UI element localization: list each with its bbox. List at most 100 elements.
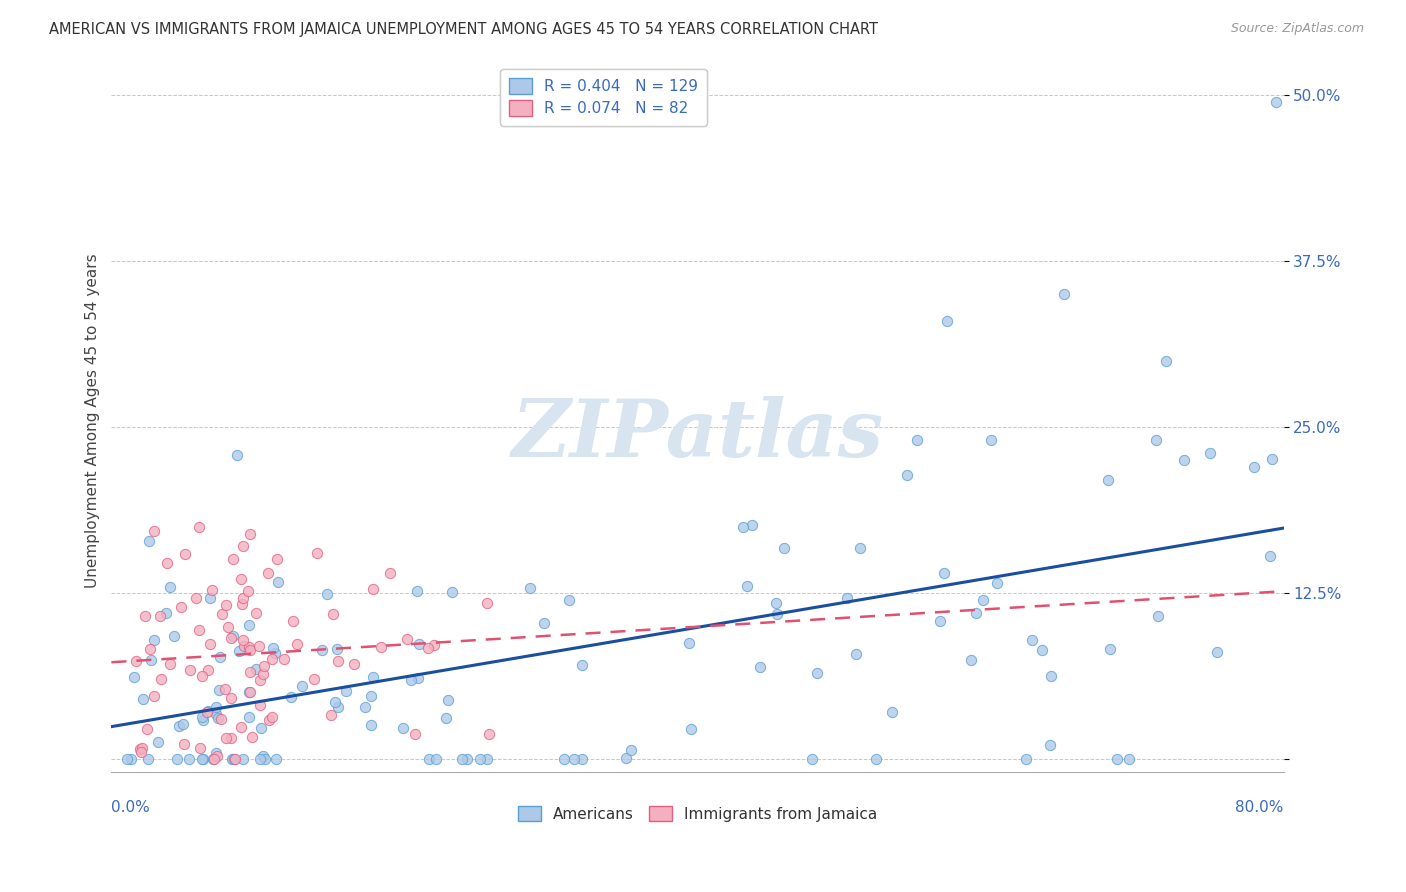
- Point: [766, 607, 789, 621]
- Point: [232, 752, 254, 766]
- Point: [434, 711, 457, 725]
- Point: [188, 741, 211, 756]
- Point: [477, 596, 499, 610]
- Point: [326, 641, 349, 656]
- Point: [143, 524, 166, 538]
- Point: [179, 752, 201, 766]
- Point: [186, 591, 208, 605]
- Point: [197, 704, 219, 718]
- Point: [219, 731, 242, 745]
- Point: [211, 607, 233, 621]
- Point: [232, 540, 254, 554]
- Point: [224, 752, 246, 766]
- Point: [1258, 549, 1281, 563]
- Point: [138, 641, 160, 656]
- Point: [163, 629, 186, 643]
- Point: [361, 582, 384, 596]
- Point: [125, 654, 148, 668]
- Point: [134, 608, 156, 623]
- Point: [406, 671, 429, 685]
- Point: [143, 689, 166, 703]
- Point: [262, 640, 284, 655]
- Point: [124, 670, 146, 684]
- Point: [198, 637, 221, 651]
- Point: [252, 667, 274, 681]
- Point: [273, 652, 295, 666]
- Point: [456, 752, 478, 766]
- Point: [233, 639, 256, 653]
- Point: [205, 749, 228, 764]
- Point: [239, 643, 262, 657]
- Point: [149, 608, 172, 623]
- Point: [239, 665, 262, 679]
- Point: [208, 683, 231, 698]
- Point: [149, 672, 172, 686]
- Point: [179, 664, 201, 678]
- Point: [965, 606, 987, 620]
- Point: [267, 575, 290, 590]
- Point: [135, 723, 157, 737]
- Point: [849, 541, 872, 555]
- Point: [1031, 642, 1053, 657]
- Point: [475, 752, 498, 766]
- Point: [231, 720, 253, 734]
- Point: [257, 566, 280, 581]
- Point: [128, 742, 150, 756]
- Point: [281, 614, 304, 628]
- Point: [142, 633, 165, 648]
- Point: [1097, 473, 1119, 487]
- Point: [257, 713, 280, 727]
- Point: [200, 591, 222, 606]
- Point: [450, 752, 472, 766]
- Point: [138, 534, 160, 549]
- Point: [360, 689, 382, 703]
- Point: [1039, 738, 1062, 752]
- Point: [204, 746, 226, 760]
- Point: [741, 518, 763, 533]
- Point: [960, 653, 983, 667]
- Point: [1015, 752, 1038, 766]
- Point: [131, 741, 153, 756]
- Point: [202, 752, 225, 766]
- Point: [166, 752, 188, 766]
- Point: [1144, 433, 1167, 447]
- Point: [972, 593, 994, 607]
- Point: [232, 633, 254, 648]
- Point: [806, 666, 828, 681]
- Point: [678, 636, 700, 650]
- Point: [209, 712, 232, 726]
- Point: [224, 752, 246, 766]
- Point: [335, 683, 357, 698]
- Point: [1173, 453, 1195, 467]
- Point: [1206, 645, 1229, 659]
- Point: [231, 572, 253, 586]
- Point: [765, 596, 787, 610]
- Point: [533, 615, 555, 630]
- Point: [291, 679, 314, 693]
- Text: Source: ZipAtlas.com: Source: ZipAtlas.com: [1230, 22, 1364, 36]
- Point: [141, 652, 163, 666]
- Point: [245, 607, 267, 621]
- Point: [1105, 752, 1128, 766]
- Point: [423, 638, 446, 652]
- Point: [408, 637, 430, 651]
- Point: [260, 652, 283, 666]
- Point: [249, 673, 271, 687]
- Point: [845, 647, 868, 661]
- Point: [735, 579, 758, 593]
- Point: [316, 587, 339, 601]
- Point: [406, 583, 429, 598]
- Point: [896, 468, 918, 483]
- Point: [880, 705, 903, 719]
- Point: [620, 743, 643, 757]
- Point: [228, 644, 250, 658]
- Point: [1040, 668, 1063, 682]
- Point: [378, 566, 401, 580]
- Point: [191, 752, 214, 766]
- Text: 80.0%: 80.0%: [1236, 800, 1284, 815]
- Point: [553, 752, 575, 766]
- Point: [392, 721, 415, 735]
- Point: [222, 752, 245, 766]
- Point: [905, 434, 928, 448]
- Point: [370, 640, 392, 654]
